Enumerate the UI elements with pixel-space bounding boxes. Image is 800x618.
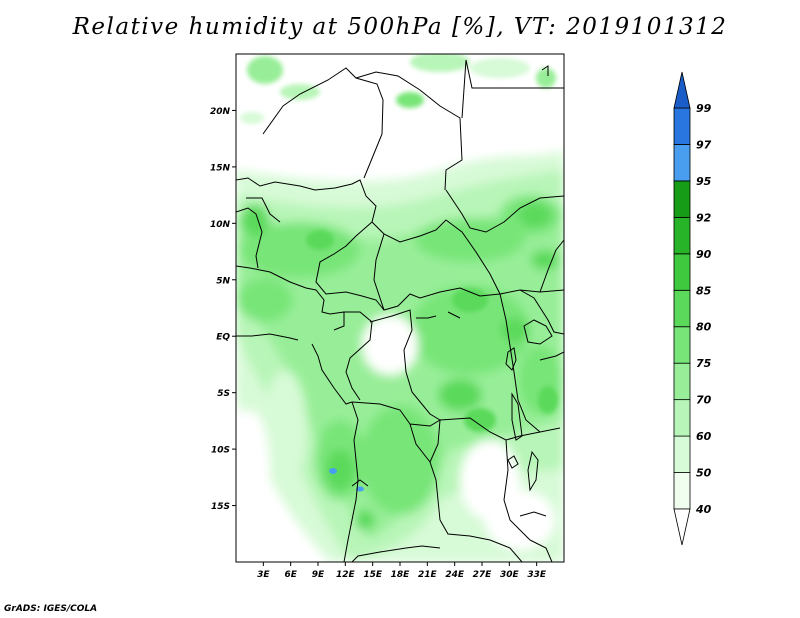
lon-tick-label: 6E: [284, 570, 297, 580]
humidity-field: [236, 54, 564, 562]
colorbar-swatch: [673, 289, 691, 328]
colorbar-low-arrow: [673, 508, 691, 546]
colorbar-label: 80: [696, 321, 712, 334]
colorbar-swatch: [673, 326, 691, 364]
colorbar-label: 85: [696, 284, 712, 297]
colorbar-swatch: [673, 180, 691, 218]
colorbar-high-arrow: [673, 71, 691, 109]
lat-axis: 20N 15N 10N 5N EQ 5S 10S 15S: [210, 107, 236, 512]
colorbar-swatch: [673, 216, 691, 255]
colorbar-swatch: [673, 472, 691, 510]
colorbar-label: 99: [696, 102, 712, 115]
colorbar-swatch: [673, 362, 691, 401]
colorbar: 40 50 60 70 75 80 85 90 92 95 97 99: [673, 71, 712, 546]
colorbar-label: 60: [696, 430, 712, 443]
lakes: [351, 65, 553, 517]
colorbar-swatch: [673, 107, 691, 145]
lat-tick-label: 10N: [210, 220, 231, 230]
lat-tick-label: 15N: [210, 163, 231, 173]
lat-tick-label: 5N: [216, 276, 230, 286]
colorbar-label: 40: [695, 503, 712, 516]
lon-tick-label: 33E: [527, 570, 547, 580]
lat-tick-label: 15S: [211, 502, 230, 512]
colorbar-swatch: [673, 253, 691, 291]
lon-tick-label: 9E: [312, 570, 325, 580]
colorbar-label: 70: [696, 394, 712, 407]
lon-tick-label: 12E: [336, 570, 356, 580]
lon-tick-label: 18E: [391, 570, 411, 580]
lat-tick-label: EQ: [216, 333, 230, 343]
lon-tick-label: 3E: [257, 570, 270, 580]
lon-tick-label: 15E: [363, 570, 383, 580]
colorbar-label: 75: [696, 357, 712, 370]
colorbar-label: 90: [696, 248, 712, 261]
colorbar-label: 92: [696, 211, 712, 224]
colorbar-label: 95: [696, 175, 712, 188]
lat-tick-label: 20N: [210, 107, 231, 117]
humidity-shading: [236, 70, 564, 562]
country-borders: [236, 59, 564, 562]
colorbar-swatch: [673, 435, 691, 473]
humidity-detail: [240, 54, 558, 432]
lat-tick-label: 5S: [217, 389, 230, 399]
colorbar-swatch: [673, 144, 691, 182]
colorbar-label: 50: [696, 467, 712, 480]
map-title: Relative humidity at 500hPa [%], VT: 201…: [72, 14, 728, 40]
colorbar-swatch: [673, 399, 691, 437]
colorbar-label: 97: [696, 138, 712, 151]
lon-tick-label: 21E: [418, 570, 438, 580]
grads-credit: GrADS: IGES/COLA: [4, 604, 98, 614]
lon-tick-label: 27E: [473, 570, 493, 580]
lon-axis: 3E 6E 9E 12E 15E 18E 21E 24E 27E 30E 33E: [257, 562, 547, 580]
lon-tick-label: 24E: [445, 570, 465, 580]
lat-tick-label: 10S: [211, 446, 230, 456]
lon-tick-label: 30E: [500, 570, 520, 580]
